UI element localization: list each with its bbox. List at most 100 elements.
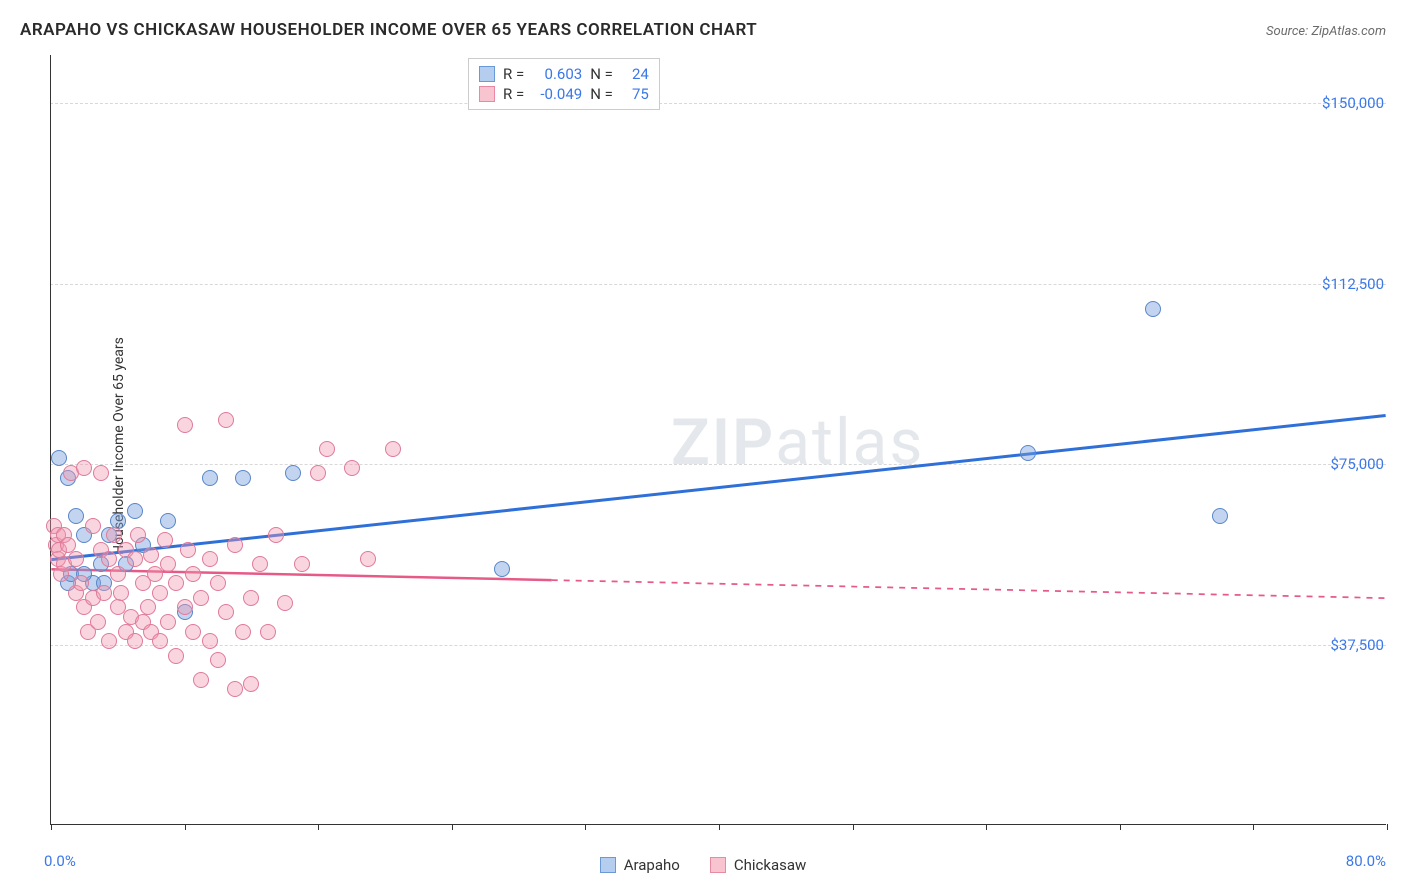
data-point (85, 518, 101, 534)
x-tick (986, 824, 987, 830)
legend-bottom: Arapaho Chickasaw (0, 856, 1406, 874)
data-point (360, 551, 376, 567)
data-point (168, 575, 184, 591)
x-tick (719, 824, 720, 830)
data-point (385, 441, 401, 457)
data-point (210, 652, 226, 668)
data-point (180, 542, 196, 558)
title-bar: ARAPAHO VS CHICKASAW HOUSEHOLDER INCOME … (20, 20, 1386, 40)
data-point (294, 556, 310, 572)
data-point (1212, 508, 1228, 524)
data-point (51, 450, 67, 466)
data-point (260, 624, 276, 640)
x-min-label: 0.0% (44, 852, 76, 870)
data-point (193, 672, 209, 688)
data-point (235, 624, 251, 640)
data-point (68, 551, 84, 567)
stat-r-chickasaw: -0.049 (532, 85, 582, 103)
legend-label-chickasaw: Chickasaw (734, 856, 806, 874)
data-point (494, 561, 510, 577)
watermark-zip: ZIP (671, 405, 775, 480)
source-prefix: Source: (1266, 24, 1311, 39)
stat-r-arapaho: 0.603 (532, 65, 582, 83)
data-point (310, 465, 326, 481)
data-point (143, 547, 159, 563)
plot-area: ZIPatlas (50, 55, 1386, 825)
data-point (101, 551, 117, 567)
data-point (227, 681, 243, 697)
data-point (73, 575, 89, 591)
data-point (157, 532, 173, 548)
stat-label-n: N = (590, 65, 613, 83)
data-point (127, 551, 143, 567)
swatch-blue-icon (479, 66, 495, 82)
data-point (185, 624, 201, 640)
data-point (152, 585, 168, 601)
x-tick (185, 824, 186, 830)
data-point (110, 566, 126, 582)
data-point (344, 460, 360, 476)
x-tick (452, 824, 453, 830)
x-tick (853, 824, 854, 830)
stat-row-arapaho: R = 0.603 N = 24 (479, 65, 649, 83)
data-point (177, 417, 193, 433)
data-point (93, 465, 109, 481)
data-point (1145, 301, 1161, 317)
legend-item-chickasaw: Chickasaw (710, 856, 806, 874)
data-point (202, 633, 218, 649)
data-point (319, 441, 335, 457)
x-tick (1120, 824, 1121, 830)
data-point (185, 566, 201, 582)
data-point (152, 633, 168, 649)
stat-n-arapaho: 24 (621, 65, 649, 83)
data-point (140, 599, 156, 615)
data-point (68, 508, 84, 524)
data-point (90, 614, 106, 630)
trend-lines-svg (51, 55, 1386, 824)
data-point (160, 614, 176, 630)
legend-label-arapaho: Arapaho (624, 856, 680, 874)
data-point (177, 599, 193, 615)
chart-title: ARAPAHO VS CHICKASAW HOUSEHOLDER INCOME … (20, 20, 757, 40)
x-tick (585, 824, 586, 830)
data-point (60, 537, 76, 553)
x-tick (1387, 824, 1388, 830)
data-point (96, 585, 112, 601)
data-point (227, 537, 243, 553)
data-point (243, 676, 259, 692)
source-name: ZipAtlas.com (1311, 24, 1386, 39)
data-point (101, 633, 117, 649)
stat-n-chickasaw: 75 (621, 85, 649, 103)
stat-label-r: R = (503, 65, 524, 83)
swatch-pink-icon (479, 86, 495, 102)
trend-line-solid (51, 415, 1385, 559)
x-tick (318, 824, 319, 830)
data-point (252, 556, 268, 572)
stat-row-chickasaw: R = -0.049 N = 75 (479, 85, 649, 103)
data-point (202, 551, 218, 567)
data-point (168, 648, 184, 664)
watermark: ZIPatlas (671, 405, 924, 480)
watermark-atlas: atlas (775, 405, 924, 480)
data-point (277, 595, 293, 611)
data-point (285, 465, 301, 481)
data-point (235, 470, 251, 486)
stat-label-r: R = (503, 85, 524, 103)
correlation-stats-box: R = 0.603 N = 24 R = -0.049 N = 75 (468, 58, 660, 110)
legend-item-arapaho: Arapaho (600, 856, 680, 874)
x-max-label: 80.0% (1346, 852, 1386, 870)
swatch-pink-icon (710, 857, 726, 873)
x-tick (51, 824, 52, 830)
data-point (243, 590, 259, 606)
data-point (160, 513, 176, 529)
source-credit: Source: ZipAtlas.com (1266, 24, 1386, 39)
data-point (160, 556, 176, 572)
data-point (127, 503, 143, 519)
x-tick (1253, 824, 1254, 830)
data-point (218, 412, 234, 428)
data-point (1020, 445, 1036, 461)
data-point (127, 633, 143, 649)
data-point (76, 460, 92, 476)
data-point (202, 470, 218, 486)
data-point (210, 575, 226, 591)
